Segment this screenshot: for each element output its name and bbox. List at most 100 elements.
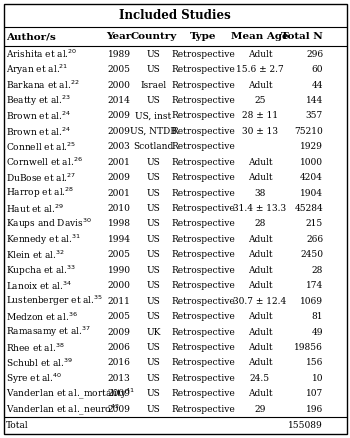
Text: Retrospective: Retrospective: [172, 173, 235, 182]
Text: Israel: Israel: [140, 81, 167, 89]
Text: US: US: [147, 343, 160, 352]
Text: 1929: 1929: [300, 142, 323, 151]
Text: US: US: [147, 281, 160, 290]
Text: US: US: [147, 235, 160, 244]
Text: Adult: Adult: [247, 281, 272, 290]
Text: 2013: 2013: [108, 374, 131, 383]
Text: Barkana et al.$^{22}$: Barkana et al.$^{22}$: [6, 79, 80, 91]
Text: US: US: [147, 405, 160, 414]
Text: 2001: 2001: [108, 189, 131, 198]
Text: DuBose et al.$^{27}$: DuBose et al.$^{27}$: [6, 171, 77, 184]
Text: Cornwell et al.$^{26}$: Cornwell et al.$^{26}$: [6, 156, 83, 169]
Text: Included Studies: Included Studies: [119, 9, 231, 22]
Text: 4204: 4204: [300, 173, 323, 182]
Text: US: US: [147, 65, 160, 74]
Text: 174: 174: [306, 281, 323, 290]
Text: US, inst: US, inst: [135, 111, 172, 120]
Text: US: US: [147, 96, 160, 105]
Text: Retrospective: Retrospective: [172, 111, 235, 120]
Text: 107: 107: [306, 389, 323, 398]
Text: Retrospective: Retrospective: [172, 328, 235, 336]
Text: 1998: 1998: [108, 219, 131, 229]
Text: US: US: [147, 204, 160, 213]
Text: US, NTDB: US, NTDB: [130, 127, 177, 136]
Text: 2005: 2005: [108, 251, 131, 259]
Text: 38: 38: [254, 189, 266, 198]
Text: 1989: 1989: [108, 49, 131, 59]
Text: 49: 49: [312, 328, 323, 336]
Text: 45284: 45284: [294, 204, 323, 213]
Text: Brown et al.$^{24}$: Brown et al.$^{24}$: [6, 125, 72, 138]
Text: Scotland: Scotland: [133, 142, 174, 151]
Text: US: US: [147, 266, 160, 275]
Text: 31.4 ± 13.3: 31.4 ± 13.3: [233, 204, 286, 213]
Text: Adult: Adult: [247, 266, 272, 275]
Text: US: US: [147, 219, 160, 229]
Text: Retrospective: Retrospective: [172, 297, 235, 306]
Text: Haut et al.$^{29}$: Haut et al.$^{29}$: [6, 202, 64, 215]
Text: US: US: [147, 189, 160, 198]
Text: 44: 44: [312, 81, 323, 89]
Text: 15.6 ± 2.7: 15.6 ± 2.7: [236, 65, 284, 74]
Text: 1000: 1000: [300, 158, 323, 167]
Text: US: US: [147, 173, 160, 182]
Text: Total N: Total N: [281, 32, 323, 41]
Text: 2014: 2014: [108, 96, 131, 105]
Text: 25: 25: [254, 96, 266, 105]
Text: Retrospective: Retrospective: [172, 204, 235, 213]
Text: 2009: 2009: [108, 389, 131, 398]
Text: Retrospective: Retrospective: [172, 358, 235, 367]
Text: 357: 357: [306, 111, 323, 120]
Text: Aryan et al.$^{21}$: Aryan et al.$^{21}$: [6, 62, 69, 77]
Text: Klein et al.$^{32}$: Klein et al.$^{32}$: [6, 249, 65, 261]
Text: Year: Year: [107, 32, 132, 41]
Text: US: US: [147, 374, 160, 383]
Text: US: US: [147, 389, 160, 398]
Text: 30 ± 13: 30 ± 13: [242, 127, 278, 136]
Text: 2009: 2009: [108, 111, 131, 120]
Text: Harrop et al.$^{28}$: Harrop et al.$^{28}$: [6, 186, 75, 200]
Text: 81: 81: [312, 312, 323, 321]
Text: 296: 296: [306, 49, 323, 59]
Text: Arishita et al.$^{20}$: Arishita et al.$^{20}$: [6, 48, 78, 60]
Text: Beatty et al.$^{23}$: Beatty et al.$^{23}$: [6, 93, 71, 108]
Text: 28: 28: [254, 219, 266, 229]
Text: Ramasamy et al.$^{37}$: Ramasamy et al.$^{37}$: [6, 325, 91, 339]
Text: 28 ± 11: 28 ± 11: [242, 111, 278, 120]
Text: Retrospective: Retrospective: [172, 219, 235, 229]
Text: Adult: Adult: [247, 49, 272, 59]
Text: Adult: Adult: [247, 343, 272, 352]
Text: Adult: Adult: [247, 358, 272, 367]
Text: Retrospective: Retrospective: [172, 251, 235, 259]
Text: Adult: Adult: [247, 158, 272, 167]
Text: 24.5: 24.5: [250, 374, 270, 383]
Text: 2011: 2011: [108, 297, 131, 306]
Text: US: US: [147, 158, 160, 167]
Text: 2000: 2000: [108, 81, 131, 89]
Text: Retrospective: Retrospective: [172, 312, 235, 321]
Text: Retrospective: Retrospective: [172, 142, 235, 151]
Text: 2001: 2001: [108, 158, 131, 167]
Text: Retrospective: Retrospective: [172, 65, 235, 74]
Text: Adult: Adult: [247, 312, 272, 321]
Text: UK: UK: [146, 328, 161, 336]
Text: US: US: [147, 297, 160, 306]
Text: Retrospective: Retrospective: [172, 158, 235, 167]
Text: Kupcha et al.$^{33}$: Kupcha et al.$^{33}$: [6, 263, 76, 278]
Text: Retrospective: Retrospective: [172, 405, 235, 414]
Text: Rhee et al.$^{38}$: Rhee et al.$^{38}$: [6, 341, 65, 354]
Text: 60: 60: [312, 65, 323, 74]
Text: 196: 196: [306, 405, 323, 414]
Text: Retrospective: Retrospective: [172, 96, 235, 105]
Text: 155089: 155089: [288, 421, 323, 430]
Text: Medzon et al.$^{36}$: Medzon et al.$^{36}$: [6, 311, 78, 323]
Text: US: US: [147, 358, 160, 367]
Text: Syre et al.$^{40}$: Syre et al.$^{40}$: [6, 371, 63, 385]
Text: Adult: Adult: [247, 81, 272, 89]
Text: 144: 144: [306, 96, 323, 105]
Text: 2010: 2010: [108, 204, 131, 213]
Text: Adult: Adult: [247, 328, 272, 336]
Text: 2006: 2006: [108, 343, 131, 352]
Text: Adult: Adult: [247, 251, 272, 259]
Text: Retrospective: Retrospective: [172, 266, 235, 275]
